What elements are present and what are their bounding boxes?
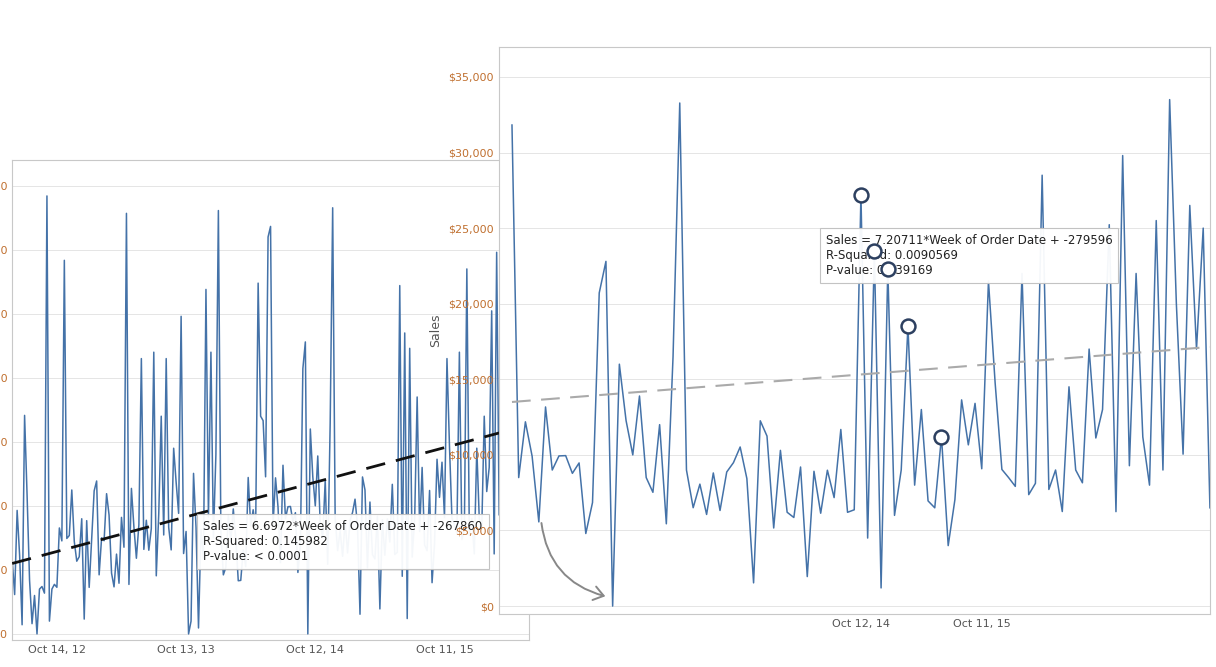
Text: Sales = 6.6972*Week of Order Date + -267860
R-Squared: 0.145982
P-value: < 0.000: Sales = 6.6972*Week of Order Date + -267… (203, 520, 483, 563)
Y-axis label: Sales: Sales (429, 313, 443, 347)
Text: Sales = 7.20711*Week of Order Date + -279596
R-Squared: 0.0090569
P-value: 0.839: Sales = 7.20711*Week of Order Date + -27… (826, 234, 1113, 277)
